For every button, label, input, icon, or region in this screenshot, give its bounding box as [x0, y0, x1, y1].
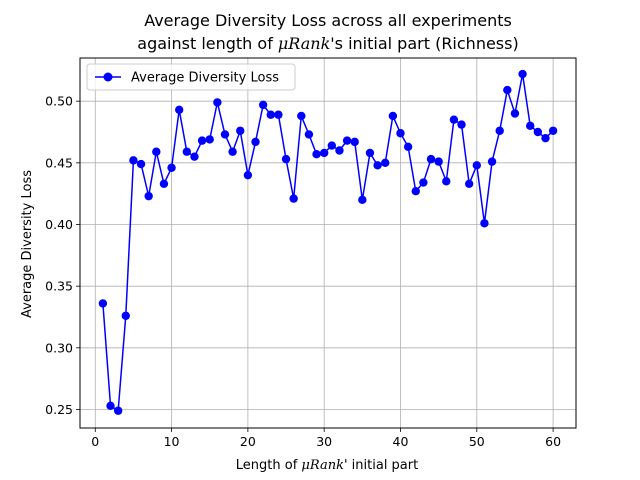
- data-point: [312, 150, 321, 159]
- legend-entry-label: Average Diversity Loss: [131, 71, 279, 86]
- x-tick-label: 10: [164, 434, 180, 449]
- plot-area-frame: [79, 57, 577, 429]
- data-point: [197, 136, 207, 145]
- data-point: [297, 111, 306, 121]
- y-axis-label: Average Diversity Loss: [20, 170, 35, 318]
- data-point: [243, 170, 253, 180]
- y-tick-label: 0.40: [45, 217, 73, 232]
- legend-marker-swatch: [103, 72, 113, 82]
- x-tick-label: 60: [545, 434, 561, 449]
- data-point: [526, 121, 535, 131]
- data-point: [548, 126, 558, 135]
- axis-ticks: 0 10 20 30 40 50 60 0.25 0.30 0.35 0.40 0.45 0.50: [45, 94, 561, 449]
- chart-title-line1: Average Diversity Loss across all experi…: [144, 11, 512, 30]
- legend-box: [86, 63, 296, 91]
- data-point: [175, 105, 184, 115]
- data-point: [335, 146, 344, 155]
- data-point: [403, 142, 413, 151]
- data-point: [190, 152, 199, 161]
- data-point: [274, 110, 283, 119]
- data-point: [319, 148, 329, 158]
- data-point: [411, 187, 420, 196]
- data-point: [350, 137, 359, 147]
- data-point: [449, 115, 459, 124]
- x-axis-label-math: μRank: [301, 458, 344, 473]
- grid-lines: [80, 58, 576, 428]
- y-tick-label: 0.45: [45, 155, 73, 170]
- data-point: [503, 85, 512, 95]
- data-point: [98, 299, 108, 308]
- x-tick-label: 30: [316, 434, 332, 449]
- data-point: [434, 157, 443, 166]
- data-series: [98, 69, 558, 415]
- data-point: [487, 157, 497, 166]
- chart-title-line2-math: μRank: [278, 34, 330, 53]
- x-tick-label: 40: [393, 434, 409, 449]
- data-point: [113, 406, 123, 415]
- legend: Average Diversity Loss: [86, 63, 296, 91]
- x-axis-label-suffix: ' initial part: [344, 458, 418, 473]
- data-point: [480, 219, 489, 228]
- x-axis-label: Length of μRank' initial part: [236, 458, 418, 473]
- data-point: [419, 178, 428, 187]
- data-point: [129, 156, 138, 165]
- series-line: [102, 73, 554, 412]
- data-point: [388, 111, 398, 121]
- data-point: [251, 137, 260, 147]
- data-point: [541, 133, 550, 143]
- data-point: [358, 195, 367, 205]
- data-point: [472, 161, 481, 170]
- chart-title-line2: against length of μRank's initial part (…: [137, 34, 518, 53]
- data-point: [136, 159, 146, 169]
- data-point: [121, 311, 130, 320]
- data-point: [236, 126, 245, 135]
- data-point: [327, 141, 337, 150]
- data-point: [426, 154, 436, 164]
- data-point: [106, 401, 115, 410]
- y-tick-label: 0.25: [45, 402, 73, 417]
- data-point: [289, 194, 298, 203]
- data-point: [205, 135, 214, 144]
- data-point: [258, 100, 268, 110]
- x-tick-label: 20: [240, 434, 256, 449]
- chart-title-line2-suffix: 's initial part (Richness): [330, 34, 518, 53]
- y-tick-label: 0.35: [45, 279, 73, 294]
- data-point: [167, 163, 176, 172]
- chart-title-line2-prefix: against length of: [137, 34, 278, 53]
- data-point: [220, 130, 230, 139]
- x-tick-label: 0: [91, 434, 99, 449]
- data-point: [510, 109, 520, 118]
- data-point: [281, 154, 291, 164]
- x-tick-label: 50: [469, 434, 485, 449]
- data-point: [396, 129, 405, 138]
- data-point: [182, 147, 192, 156]
- y-tick-label: 0.50: [45, 94, 73, 109]
- data-point: [304, 130, 314, 139]
- data-point: [213, 98, 222, 107]
- data-point: [373, 161, 382, 170]
- data-point: [442, 177, 451, 186]
- data-point: [159, 179, 169, 188]
- data-point: [365, 148, 375, 158]
- x-axis-label-prefix: Length of: [236, 458, 302, 473]
- data-point: [228, 147, 237, 156]
- data-point: [266, 110, 275, 119]
- data-point: [144, 191, 153, 201]
- data-point: [495, 126, 504, 135]
- data-point: [533, 127, 543, 137]
- data-point: [342, 136, 352, 145]
- data-point: [518, 69, 527, 79]
- data-point: [152, 147, 161, 156]
- data-point: [381, 158, 390, 168]
- data-point: [457, 120, 466, 129]
- data-point: [464, 179, 474, 188]
- y-tick-label: 0.30: [45, 340, 73, 355]
